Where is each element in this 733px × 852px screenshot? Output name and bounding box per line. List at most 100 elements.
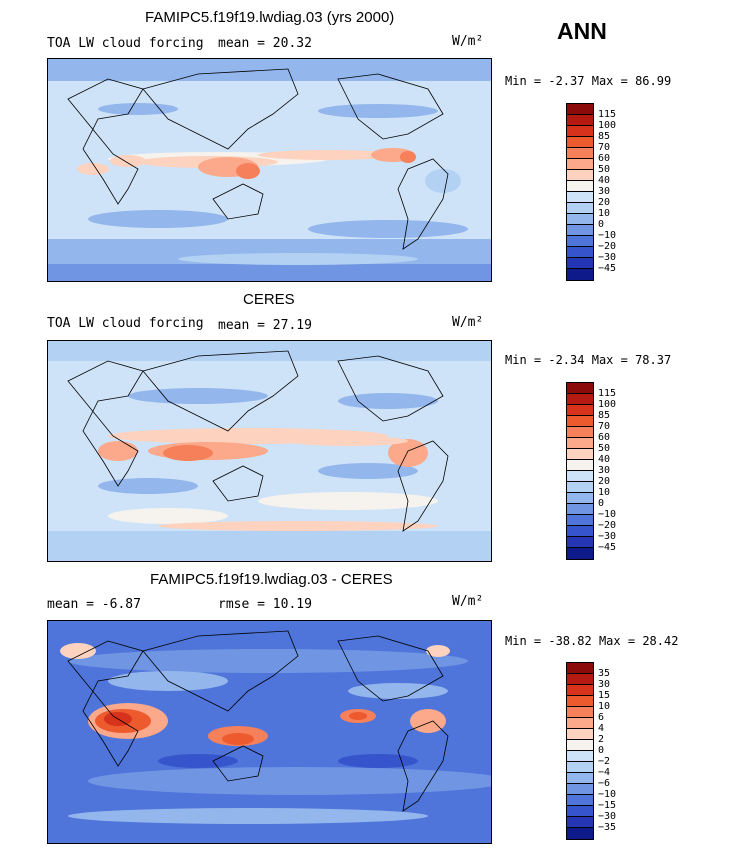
colorbar-tick-label: 10 (598, 487, 611, 498)
colorbar-cell (567, 137, 593, 148)
colorbar-tick-label: 30 (598, 679, 611, 690)
colorbar-tick-label: 115 (598, 388, 617, 399)
colorbar-cell (567, 718, 593, 729)
colorbar-tick-label: 70 (598, 421, 611, 432)
colorbar-cell (567, 663, 593, 674)
colorbar-tick-label: 10 (598, 701, 611, 712)
panel2-mean: mean = 27.19 (218, 318, 312, 333)
colorbar-tick-label: −45 (598, 263, 617, 274)
colorbar-cell (567, 762, 593, 773)
panel3-mean: mean = -6.87 (47, 597, 141, 612)
colorbar-tick-label: −4 (598, 767, 611, 778)
colorbar-cell (567, 784, 593, 795)
colorbar-cell (567, 482, 593, 493)
colorbar-cell (567, 795, 593, 806)
colorbar-tick-label: −2 (598, 756, 611, 767)
panel3-mean-value: -6.87 (101, 597, 141, 612)
panel3-units: W/m² (452, 594, 484, 609)
panel3-map-svg (48, 621, 491, 843)
colorbar-tick-label: 20 (598, 197, 611, 208)
colorbar-cell (567, 674, 593, 685)
colorbar-tick-label: 20 (598, 476, 611, 487)
colorbar-cell (567, 258, 593, 269)
panel1-minmax: Min = -2.37 Max = 86.99 (505, 74, 671, 88)
panel1-min-value: -2.37 (548, 74, 585, 88)
panel3-minmax: Min = -38.82 Max = 28.42 (505, 634, 678, 648)
colorbar-cell (567, 526, 593, 537)
colorbar-tick-label: −45 (598, 542, 617, 553)
panel2-units: W/m² (452, 315, 484, 330)
colorbar-cell (567, 740, 593, 751)
colorbar-tick-label: 30 (598, 465, 611, 476)
panel2-variable: TOA LW cloud forcing (47, 316, 204, 331)
panel2-minmax: Min = -2.34 Max = 78.37 (505, 353, 671, 367)
colorbar-tick-label: 40 (598, 175, 611, 186)
colorbar-tick-label: 50 (598, 164, 611, 175)
colorbar-cell (567, 104, 593, 115)
colorbar-cell (567, 806, 593, 817)
colorbar-cell (567, 170, 593, 181)
colorbar-tick-label: 0 (598, 498, 605, 509)
colorbar-cell (567, 247, 593, 258)
colorbar-cell (567, 504, 593, 515)
colorbar-tick-label: 85 (598, 410, 611, 421)
panel2-colorbar (566, 382, 594, 560)
colorbar-tick-label: 115 (598, 109, 617, 120)
colorbar-tick-label: −20 (598, 520, 617, 531)
colorbar-tick-label: 6 (598, 712, 605, 723)
colorbar-cell (567, 126, 593, 137)
colorbar-cell (567, 405, 593, 416)
colorbar-cell (567, 773, 593, 784)
panel3-rmse-label: rmse = (218, 597, 265, 612)
panel3-colorbar-labels: 35 30 15 10 6 4 2 0 −2 −4 −6 −10 −15 −30 −35 (598, 668, 616, 833)
colorbar-tick-label: 100 (598, 399, 617, 410)
panel2-colorbar-labels: 115 100 85 70 60 50 40 30 20 10 0 −10 −20 −30 −45 (598, 388, 616, 553)
colorbar-cell (567, 383, 593, 394)
panel3-map (47, 620, 492, 844)
colorbar-cell (567, 685, 593, 696)
colorbar-cell (567, 159, 593, 170)
colorbar-tick-label: −30 (598, 252, 617, 263)
colorbar-cell (567, 449, 593, 460)
colorbar-cell (567, 707, 593, 718)
colorbar-cell (567, 148, 593, 159)
colorbar-tick-label: −10 (598, 509, 617, 520)
panel3-mean-label: mean = (47, 597, 94, 612)
colorbar-cell (567, 817, 593, 828)
panel3-max-label: Max = (598, 634, 636, 648)
colorbar-tick-label: −15 (598, 800, 617, 811)
colorbar-cell (567, 236, 593, 247)
panel2-map-svg (48, 341, 491, 561)
colorbar-cell (567, 225, 593, 236)
colorbar-tick-label: 40 (598, 454, 611, 465)
panel1-title: FAMIPC5.f19f19.lwdiag.03 (yrs 2000) (145, 9, 395, 26)
colorbar-cell (567, 115, 593, 126)
colorbar-cell (567, 751, 593, 762)
colorbar-cell (567, 515, 593, 526)
colorbar-cell (567, 269, 593, 280)
colorbar-cell (567, 416, 593, 427)
colorbar-tick-label: 60 (598, 153, 611, 164)
panel3-title: FAMIPC5.f19f19.lwdiag.03 - CERES (150, 571, 393, 588)
colorbar-tick-label: −6 (598, 778, 611, 789)
colorbar-tick-label: 35 (598, 668, 611, 679)
colorbar-tick-label: −30 (598, 811, 617, 822)
panel1-map (47, 58, 492, 282)
colorbar-tick-label: −10 (598, 789, 617, 800)
panel3-rmse-value: 10.19 (272, 597, 312, 612)
colorbar-tick-label: −10 (598, 230, 617, 241)
panel2-title: CERES (243, 291, 295, 308)
colorbar-cell (567, 696, 593, 707)
panel2-max-label: Max = (591, 353, 628, 367)
panel1-max-label: Max = (591, 74, 628, 88)
colorbar-cell (567, 394, 593, 405)
panel1-mean-value: 20.32 (272, 36, 312, 51)
panel3-rmse: rmse = 10.19 (218, 597, 312, 612)
colorbar-cell (567, 493, 593, 504)
colorbar-cell (567, 181, 593, 192)
colorbar-tick-label: −20 (598, 241, 617, 252)
colorbar-tick-label: 100 (598, 120, 617, 131)
panel1-min-label: Min = (505, 74, 542, 88)
colorbar-cell (567, 427, 593, 438)
colorbar-tick-label: 85 (598, 131, 611, 142)
